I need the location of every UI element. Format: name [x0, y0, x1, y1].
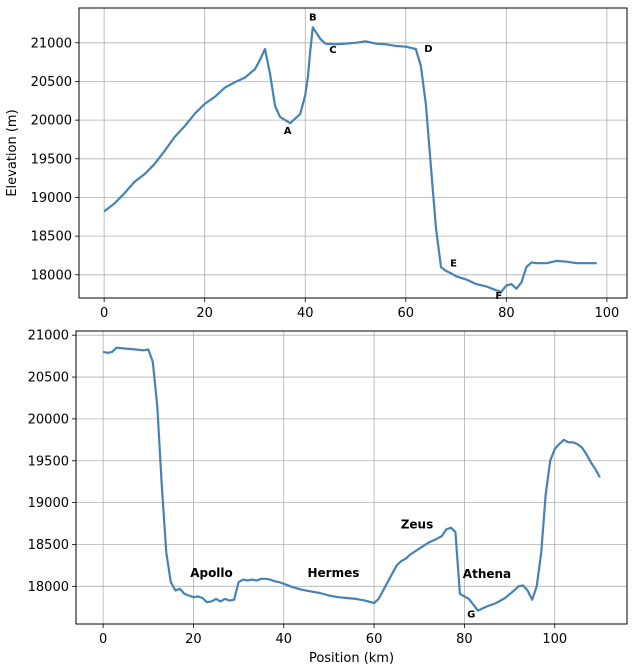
- y-tick-label: 18500: [31, 230, 72, 245]
- axes-frame: [75, 330, 628, 625]
- x-tick-label: 40: [297, 306, 314, 321]
- x-tick-label: 60: [398, 306, 415, 321]
- elevation-chart-bottom: 0 20 40 60 80 100 18000 18500 19000 19500 20000 205…: [28, 329, 628, 666]
- elevation-series-line: [102, 346, 601, 612]
- x-tick-label: 60: [366, 632, 383, 647]
- x-tick-label: 0: [100, 306, 108, 321]
- y-tick-label: 20500: [28, 371, 69, 386]
- annotation-c: C: [329, 45, 336, 56]
- y-axis-label: Elevation (m): [5, 109, 20, 196]
- x-tick-label: 20: [196, 306, 213, 321]
- annotation-athena: Athena: [463, 567, 511, 581]
- y-tick-label: 21000: [31, 36, 72, 51]
- x-tick-label: 100: [594, 306, 619, 321]
- elevation-series-line: [103, 26, 597, 293]
- annotation-zeus: Zeus: [401, 518, 434, 532]
- x-tick-label: 80: [498, 306, 515, 321]
- annotation-hermes: Hermes: [307, 566, 359, 580]
- annotation-d: D: [424, 44, 432, 55]
- x-tick-label: 40: [275, 632, 292, 647]
- annotation-b: B: [309, 12, 317, 23]
- x-tick-label: 80: [456, 632, 473, 647]
- annotation-g: G: [467, 609, 475, 620]
- x-tick-label: 100: [542, 632, 567, 647]
- annotation-a: A: [284, 126, 292, 137]
- elevation-chart-top: 0 20 40 60 80 100 18000 18500 19000 19500 20000 205…: [5, 7, 628, 321]
- y-tick-label: 20500: [31, 75, 72, 90]
- y-tick-label: 19500: [28, 454, 69, 469]
- y-tick-label: 18500: [28, 538, 69, 553]
- y-tick-label: 21000: [28, 329, 69, 344]
- x-tick-label: 20: [185, 632, 202, 647]
- y-tick-label: 18000: [28, 580, 69, 595]
- x-axis-label: Position (km): [309, 651, 394, 666]
- axes-frame: [78, 7, 628, 299]
- annotation-e: E: [450, 258, 457, 269]
- x-tick-label: 0: [99, 632, 107, 647]
- annotation-apollo: Apollo: [190, 566, 233, 580]
- y-tick-label: 19500: [31, 152, 72, 167]
- y-tick-label: 19000: [28, 496, 69, 511]
- y-tick-label: 20000: [31, 114, 72, 129]
- y-tick-label: 18000: [31, 268, 72, 283]
- annotation-f: F: [495, 291, 502, 302]
- y-tick-label: 19000: [31, 191, 72, 206]
- y-tick-label: 20000: [28, 412, 69, 427]
